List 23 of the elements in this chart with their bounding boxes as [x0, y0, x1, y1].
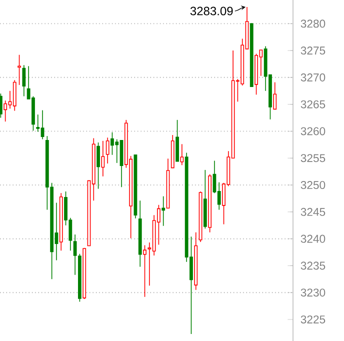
y-tick-label: 3240 — [300, 234, 326, 243]
y-tick-label: 3265 — [300, 100, 326, 108]
y-tick-label: 3255 — [300, 154, 326, 162]
y-tick-label: 3250 — [300, 181, 326, 190]
candlestick — [162, 196, 166, 226]
candlestick — [22, 64, 26, 97]
y-tick-label: 3260 — [300, 127, 326, 136]
candlestick — [180, 144, 184, 166]
candlestick — [106, 137, 110, 164]
candlestick — [101, 140, 105, 177]
candlestick — [194, 232, 198, 290]
candlestick — [18, 54, 21, 86]
y-tick-label: 3280 — [300, 20, 326, 28]
y-tick-label: 3225 — [300, 315, 326, 324]
candlestick — [12, 80, 16, 112]
y-tick-label: 3270 — [300, 73, 326, 82]
y-tick-label: 3245 — [300, 208, 326, 216]
y-tick-label: 3235 — [300, 262, 326, 270]
y-tick-label: 3275 — [300, 46, 326, 55]
annotation: 3283.09 — [190, 6, 233, 16]
candlestick — [138, 200, 142, 268]
y-tick-label: 3230 — [300, 288, 326, 297]
candlestick — [59, 192, 63, 252]
